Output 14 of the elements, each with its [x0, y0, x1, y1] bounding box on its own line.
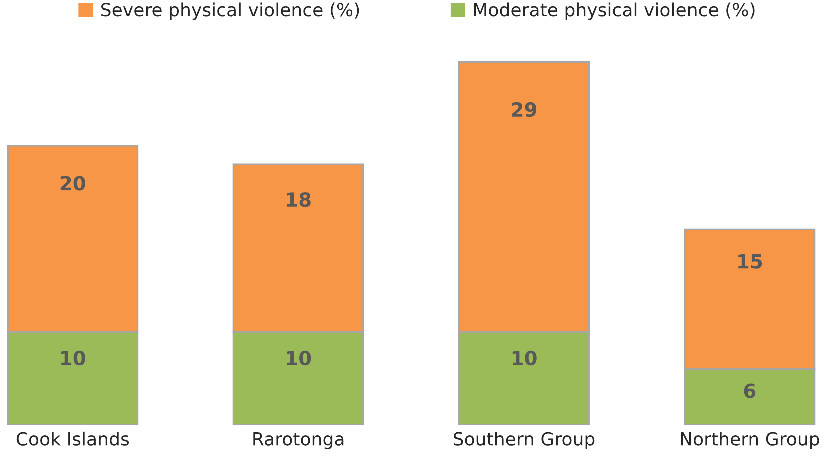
data-label: 15	[738, 254, 762, 269]
data-label: 6	[744, 384, 756, 398]
data-label: 18	[287, 192, 311, 208]
x-tick-label: Cook Islands	[16, 432, 130, 446]
legend-label: Severe physical violence (%)	[102, 2, 360, 20]
legend-label: Moderate physical violence (%)	[474, 2, 755, 20]
x-tick-label: Rarotonga	[254, 432, 344, 450]
data-label: 10	[287, 350, 312, 366]
x-tick-label: Southern Group	[454, 432, 595, 450]
data-label: 10	[512, 350, 537, 366]
x-tick-label: Northern Group	[681, 432, 820, 450]
data-label: 29	[512, 102, 537, 118]
data-label: 20	[60, 176, 86, 191]
data-label: 10	[62, 350, 86, 366]
